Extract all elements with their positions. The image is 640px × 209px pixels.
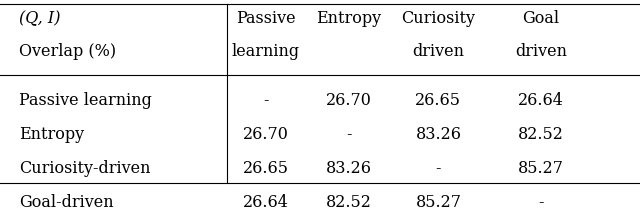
Text: (Q, I): (Q, I)	[19, 10, 61, 27]
Text: Entropy: Entropy	[19, 126, 84, 143]
Text: Entropy: Entropy	[316, 10, 381, 27]
Text: -: -	[346, 126, 351, 143]
Text: Goal: Goal	[522, 10, 559, 27]
Text: learning: learning	[232, 43, 300, 60]
Text: Curiosity: Curiosity	[401, 10, 476, 27]
Text: Passive learning: Passive learning	[19, 92, 152, 109]
Text: 83.26: 83.26	[415, 126, 461, 143]
Text: 82.52: 82.52	[326, 194, 372, 209]
Text: 26.64: 26.64	[518, 92, 564, 109]
Text: 83.26: 83.26	[326, 160, 372, 177]
Text: 26.65: 26.65	[415, 92, 461, 109]
Text: driven: driven	[412, 43, 465, 60]
Text: 85.27: 85.27	[518, 160, 564, 177]
Text: 26.70: 26.70	[243, 126, 289, 143]
Text: -: -	[263, 92, 268, 109]
Text: 82.52: 82.52	[518, 126, 564, 143]
Text: driven: driven	[515, 43, 567, 60]
Text: Passive: Passive	[236, 10, 296, 27]
Text: -: -	[436, 160, 441, 177]
Text: 26.64: 26.64	[243, 194, 289, 209]
Text: -: -	[538, 194, 543, 209]
Text: 26.65: 26.65	[243, 160, 289, 177]
Text: Overlap (%): Overlap (%)	[19, 43, 116, 60]
Text: 85.27: 85.27	[415, 194, 461, 209]
Text: 26.70: 26.70	[326, 92, 372, 109]
Text: Curiosity-driven: Curiosity-driven	[19, 160, 150, 177]
Text: Goal-driven: Goal-driven	[19, 194, 114, 209]
